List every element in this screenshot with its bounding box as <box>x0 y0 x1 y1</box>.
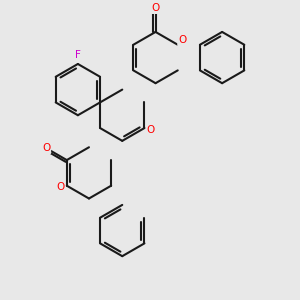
Text: O: O <box>56 182 64 192</box>
Text: F: F <box>75 50 81 60</box>
Text: O: O <box>147 124 155 134</box>
Text: O: O <box>152 3 160 13</box>
Text: O: O <box>178 35 186 45</box>
Text: O: O <box>42 143 50 153</box>
